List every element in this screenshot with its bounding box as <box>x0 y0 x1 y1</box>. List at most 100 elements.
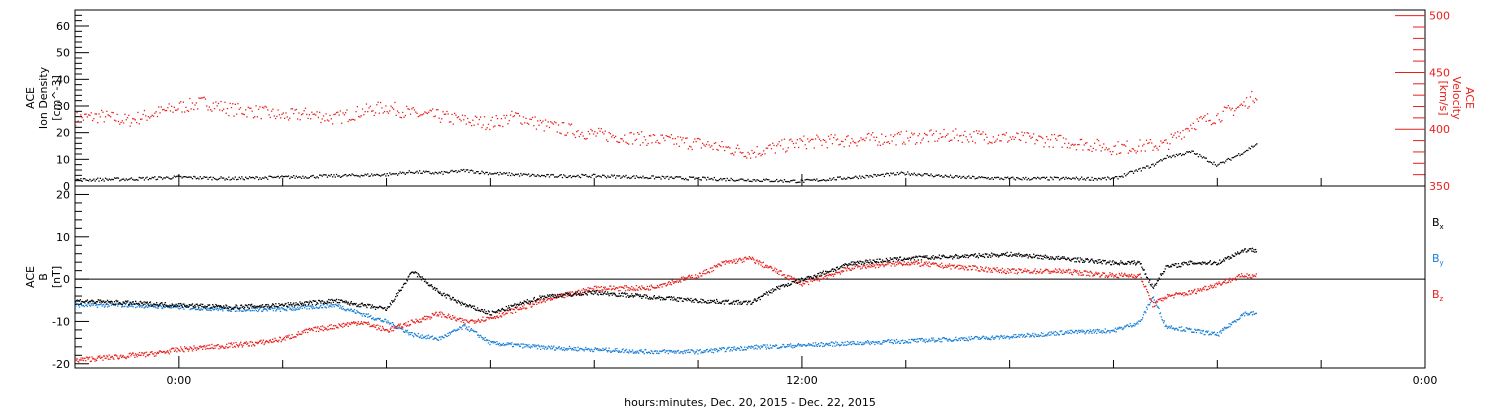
point-velocity <box>814 138 817 140</box>
point-by <box>299 307 301 309</box>
point-velocity <box>1090 145 1092 147</box>
point-density <box>795 182 797 184</box>
point-velocity <box>1086 142 1088 144</box>
point-bz <box>883 266 885 268</box>
point-bz <box>1240 273 1243 275</box>
point-by <box>369 315 371 317</box>
point-by <box>319 305 321 307</box>
point-bz <box>517 308 519 311</box>
point-density <box>363 175 365 177</box>
point-velocity <box>1021 131 1023 133</box>
point-bz <box>1157 298 1159 301</box>
point-velocity <box>247 106 249 108</box>
point-by <box>1061 333 1064 335</box>
point-bz <box>680 281 682 283</box>
point-by <box>190 308 192 310</box>
point-bz <box>825 274 828 277</box>
point-bz <box>539 300 541 302</box>
point-density <box>1143 166 1145 169</box>
point-bz <box>1099 276 1101 278</box>
point-by <box>110 304 113 306</box>
point-bz <box>1076 270 1078 272</box>
point-bz <box>381 326 384 328</box>
point-by <box>1068 332 1070 334</box>
point-velocity <box>1130 150 1132 153</box>
point-velocity <box>524 122 526 124</box>
point-bz <box>1160 299 1162 302</box>
point-density <box>206 176 208 178</box>
point-density <box>400 172 403 174</box>
point-by <box>1016 336 1018 338</box>
point-bz <box>124 356 126 358</box>
point-bz <box>1089 275 1091 277</box>
point-bz <box>813 279 815 281</box>
point-velocity <box>952 130 954 132</box>
point-density <box>256 176 258 178</box>
top-right-axis-label-line1: ACE <box>1463 87 1476 109</box>
point-by <box>557 346 560 349</box>
point-velocity <box>1245 97 1248 99</box>
point-velocity <box>554 121 556 123</box>
point-density <box>921 175 923 177</box>
point-bz <box>635 289 637 292</box>
point-by <box>610 351 613 353</box>
point-by <box>300 306 302 308</box>
point-by <box>867 341 870 343</box>
point-velocity <box>1087 149 1089 151</box>
point-bz <box>529 303 532 305</box>
point-density <box>1157 161 1159 163</box>
point-density <box>123 178 125 180</box>
point-bz <box>1049 270 1051 273</box>
point-bz <box>1033 270 1035 272</box>
point-bz <box>279 336 281 338</box>
point-velocity <box>616 140 618 143</box>
point-density <box>149 177 151 180</box>
point-density <box>241 176 243 178</box>
point-bz <box>582 291 584 294</box>
point-by <box>1181 326 1183 328</box>
point-by <box>256 307 258 309</box>
point-density <box>442 173 444 175</box>
point-bz <box>1143 286 1145 288</box>
point-bz <box>786 275 789 277</box>
point-by <box>1156 306 1159 308</box>
point-bz <box>839 273 842 275</box>
point-bz <box>923 261 926 264</box>
point-by <box>693 351 695 353</box>
point-velocity <box>268 114 270 116</box>
point-velocity <box>1200 115 1202 118</box>
point-velocity <box>973 131 975 133</box>
point-velocity <box>1209 119 1211 121</box>
point-density <box>934 175 936 177</box>
point-velocity <box>964 130 966 133</box>
point-by <box>1035 334 1037 336</box>
point-velocity <box>112 112 114 114</box>
point-velocity <box>185 106 187 108</box>
point-velocity <box>480 116 482 118</box>
point-bz <box>783 274 786 276</box>
point-bz <box>484 320 486 322</box>
point-velocity <box>282 112 284 114</box>
point-density <box>947 176 949 178</box>
point-by <box>515 344 517 346</box>
point-velocity <box>465 123 467 125</box>
point-velocity <box>426 112 429 115</box>
point-bz <box>585 289 588 291</box>
point-by <box>1222 328 1224 330</box>
point-by <box>864 341 867 343</box>
point-bz <box>1135 276 1138 279</box>
point-by <box>951 340 953 342</box>
point-bz <box>233 342 235 344</box>
point-bz <box>902 263 905 265</box>
point-bz <box>360 322 362 325</box>
point-by <box>1148 303 1150 306</box>
point-velocity <box>150 115 152 118</box>
point-by <box>994 337 997 339</box>
point-by <box>411 332 413 334</box>
point-by <box>1122 328 1124 330</box>
point-bz <box>941 265 944 267</box>
point-bz <box>1184 292 1186 294</box>
point-velocity <box>90 112 92 114</box>
point-by <box>326 304 328 306</box>
point-bz <box>742 258 744 260</box>
